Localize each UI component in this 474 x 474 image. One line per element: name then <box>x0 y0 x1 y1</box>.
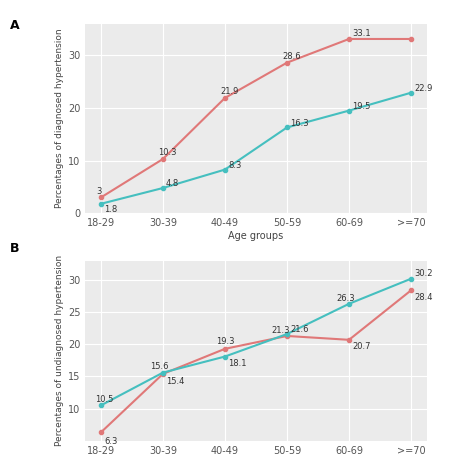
Text: 19.3: 19.3 <box>216 337 234 346</box>
Text: 3: 3 <box>96 187 101 196</box>
Text: B: B <box>9 242 19 255</box>
Text: 15.4: 15.4 <box>166 376 184 385</box>
Text: 15.6: 15.6 <box>150 363 169 372</box>
Text: 21.9: 21.9 <box>220 87 238 96</box>
X-axis label: Age groups: Age groups <box>228 231 283 241</box>
Text: 30.2: 30.2 <box>414 269 433 278</box>
Y-axis label: Percentages of diagnosed hypertension: Percentages of diagnosed hypertension <box>55 29 64 208</box>
Y-axis label: Percentages of undiagnosed hypertension: Percentages of undiagnosed hypertension <box>55 255 64 447</box>
Text: 21.6: 21.6 <box>290 325 309 334</box>
Text: 1.8: 1.8 <box>104 205 117 214</box>
Text: 21.3: 21.3 <box>272 326 290 335</box>
Legend: Female, Male: Female, Male <box>201 260 311 289</box>
Text: 10.5: 10.5 <box>95 395 113 404</box>
Text: A: A <box>9 19 19 32</box>
Text: 28.6: 28.6 <box>282 52 301 61</box>
Text: 20.7: 20.7 <box>352 343 371 352</box>
Text: 19.5: 19.5 <box>352 102 371 111</box>
Text: 22.9: 22.9 <box>414 84 433 93</box>
Text: 26.3: 26.3 <box>337 294 355 303</box>
Text: 18.1: 18.1 <box>228 359 246 368</box>
Text: 8.3: 8.3 <box>228 161 241 170</box>
Text: 33.1: 33.1 <box>352 29 371 38</box>
Text: 10.3: 10.3 <box>158 148 176 157</box>
Text: 16.3: 16.3 <box>290 119 309 128</box>
Text: 4.8: 4.8 <box>166 180 179 189</box>
Text: 28.4: 28.4 <box>414 293 433 302</box>
Text: 6.3: 6.3 <box>104 437 117 446</box>
